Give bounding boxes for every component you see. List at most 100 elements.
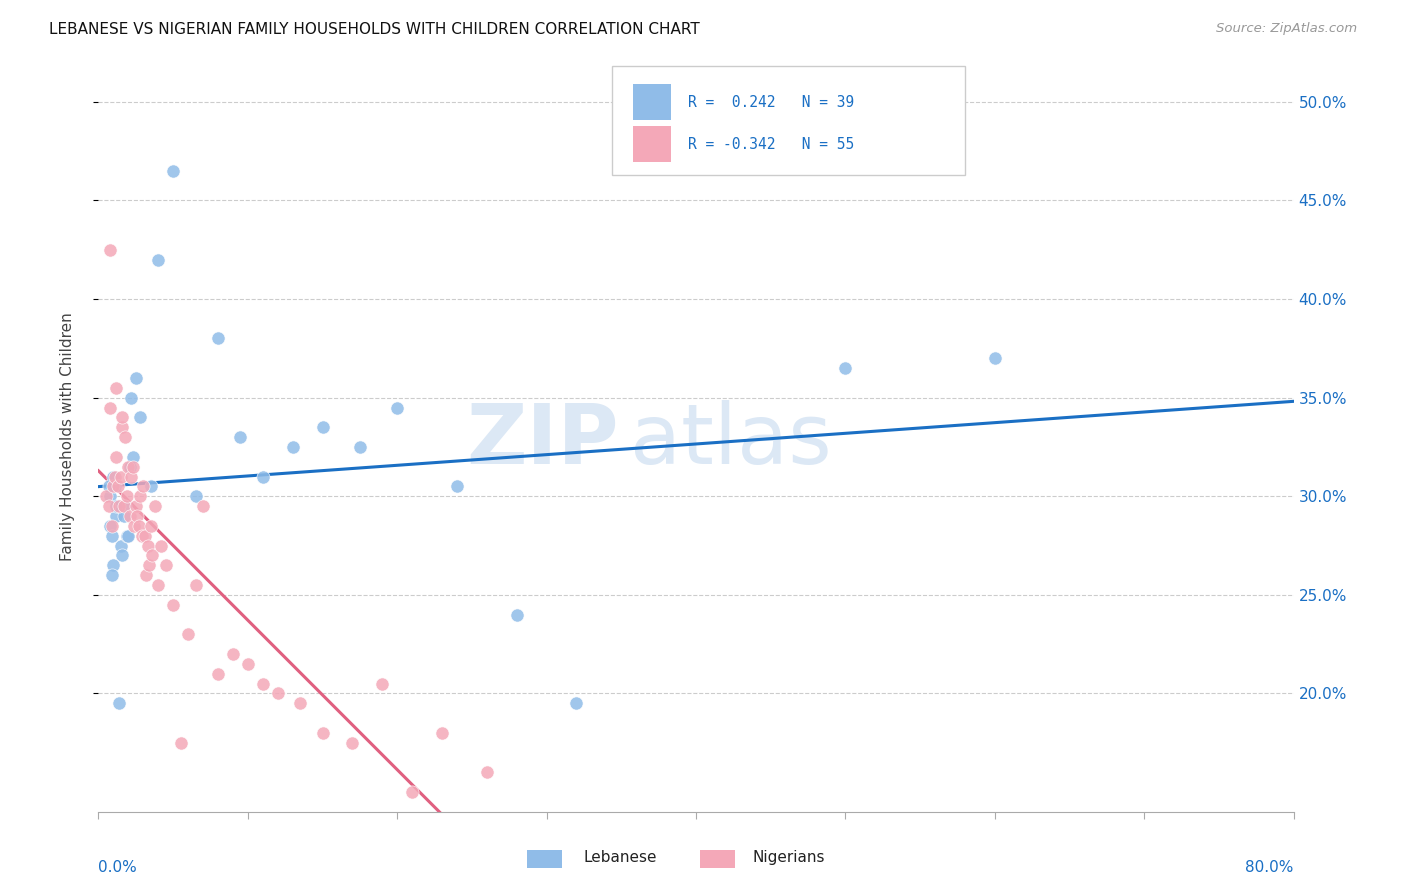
Bar: [633, 84, 671, 120]
Point: [136, 539, 159, 553]
Point: [97, 499, 120, 513]
Point: [236, 657, 259, 671]
Point: [98, 401, 122, 415]
Text: 80.0%: 80.0%: [1246, 861, 1294, 875]
Point: [107, 499, 129, 513]
Point: [143, 499, 166, 513]
Point: [112, 499, 135, 513]
Point: [148, 252, 170, 267]
Point: [110, 469, 132, 483]
Point: [120, 391, 142, 405]
Point: [101, 518, 124, 533]
Point: [252, 469, 274, 483]
Text: R = -0.342   N = 55: R = -0.342 N = 55: [688, 136, 853, 152]
Point: [97, 479, 120, 493]
Point: [103, 479, 125, 493]
Point: [105, 381, 128, 395]
Text: LEBANESE VS NIGERIAN FAMILY HOUSEHOLDS WITH CHILDREN CORRELATION CHART: LEBANESE VS NIGERIAN FAMILY HOUSEHOLDS W…: [49, 22, 700, 37]
Text: ZIP: ZIP: [465, 401, 619, 482]
Point: [111, 410, 134, 425]
Point: [98, 243, 122, 257]
Text: Lebanese: Lebanese: [583, 850, 657, 864]
Point: [184, 489, 207, 503]
Point: [148, 578, 170, 592]
FancyBboxPatch shape: [613, 66, 965, 175]
Point: [191, 499, 214, 513]
Point: [446, 479, 468, 493]
Point: [134, 529, 156, 543]
Point: [162, 598, 184, 612]
Point: [111, 420, 134, 434]
Point: [162, 164, 184, 178]
Point: [117, 529, 139, 543]
Point: [506, 607, 529, 622]
Point: [115, 489, 138, 503]
Point: [125, 499, 148, 513]
Point: [177, 627, 200, 641]
Text: 0.0%: 0.0%: [98, 861, 138, 875]
Point: [101, 529, 124, 543]
Point: [107, 479, 129, 493]
Point: [103, 469, 125, 483]
Point: [131, 529, 153, 543]
Point: [135, 568, 157, 582]
Point: [139, 518, 162, 533]
Text: R =  0.242   N = 39: R = 0.242 N = 39: [688, 95, 853, 110]
Point: [565, 696, 588, 710]
Point: [115, 529, 138, 543]
Point: [105, 450, 128, 464]
Point: [207, 331, 229, 345]
Text: atlas: atlas: [630, 401, 832, 482]
Point: [125, 371, 148, 385]
Point: [184, 578, 207, 592]
Point: [349, 440, 371, 454]
Text: Nigerians: Nigerians: [752, 850, 825, 864]
Point: [105, 508, 128, 523]
Point: [117, 459, 139, 474]
Point: [342, 736, 364, 750]
Point: [114, 430, 136, 444]
Point: [138, 558, 160, 573]
Point: [121, 450, 143, 464]
Point: [108, 696, 131, 710]
Point: [124, 518, 146, 533]
Point: [101, 568, 124, 582]
Text: Source: ZipAtlas.com: Source: ZipAtlas.com: [1216, 22, 1357, 36]
Point: [129, 489, 152, 503]
Point: [108, 499, 131, 513]
Point: [267, 686, 290, 700]
Point: [120, 469, 142, 483]
Point: [834, 361, 856, 376]
Point: [311, 726, 333, 740]
Point: [98, 489, 122, 503]
Point: [984, 351, 1007, 366]
Point: [103, 558, 125, 573]
Point: [475, 765, 498, 780]
Point: [114, 499, 136, 513]
Point: [155, 558, 177, 573]
Point: [141, 549, 163, 563]
Point: [139, 479, 162, 493]
Point: [94, 489, 117, 503]
Bar: [633, 126, 671, 162]
Point: [129, 410, 152, 425]
Point: [132, 479, 155, 493]
Point: [121, 459, 143, 474]
Point: [281, 440, 304, 454]
Point: [288, 696, 311, 710]
Point: [104, 469, 127, 483]
Point: [252, 676, 274, 690]
Point: [169, 736, 191, 750]
Point: [128, 518, 150, 533]
Point: [104, 479, 127, 493]
Point: [118, 508, 141, 523]
Point: [118, 459, 141, 474]
Point: [111, 549, 134, 563]
Point: [385, 401, 409, 415]
Point: [150, 539, 173, 553]
Point: [430, 726, 453, 740]
Point: [112, 508, 135, 523]
Point: [371, 676, 394, 690]
Point: [110, 539, 132, 553]
Point: [127, 508, 149, 523]
